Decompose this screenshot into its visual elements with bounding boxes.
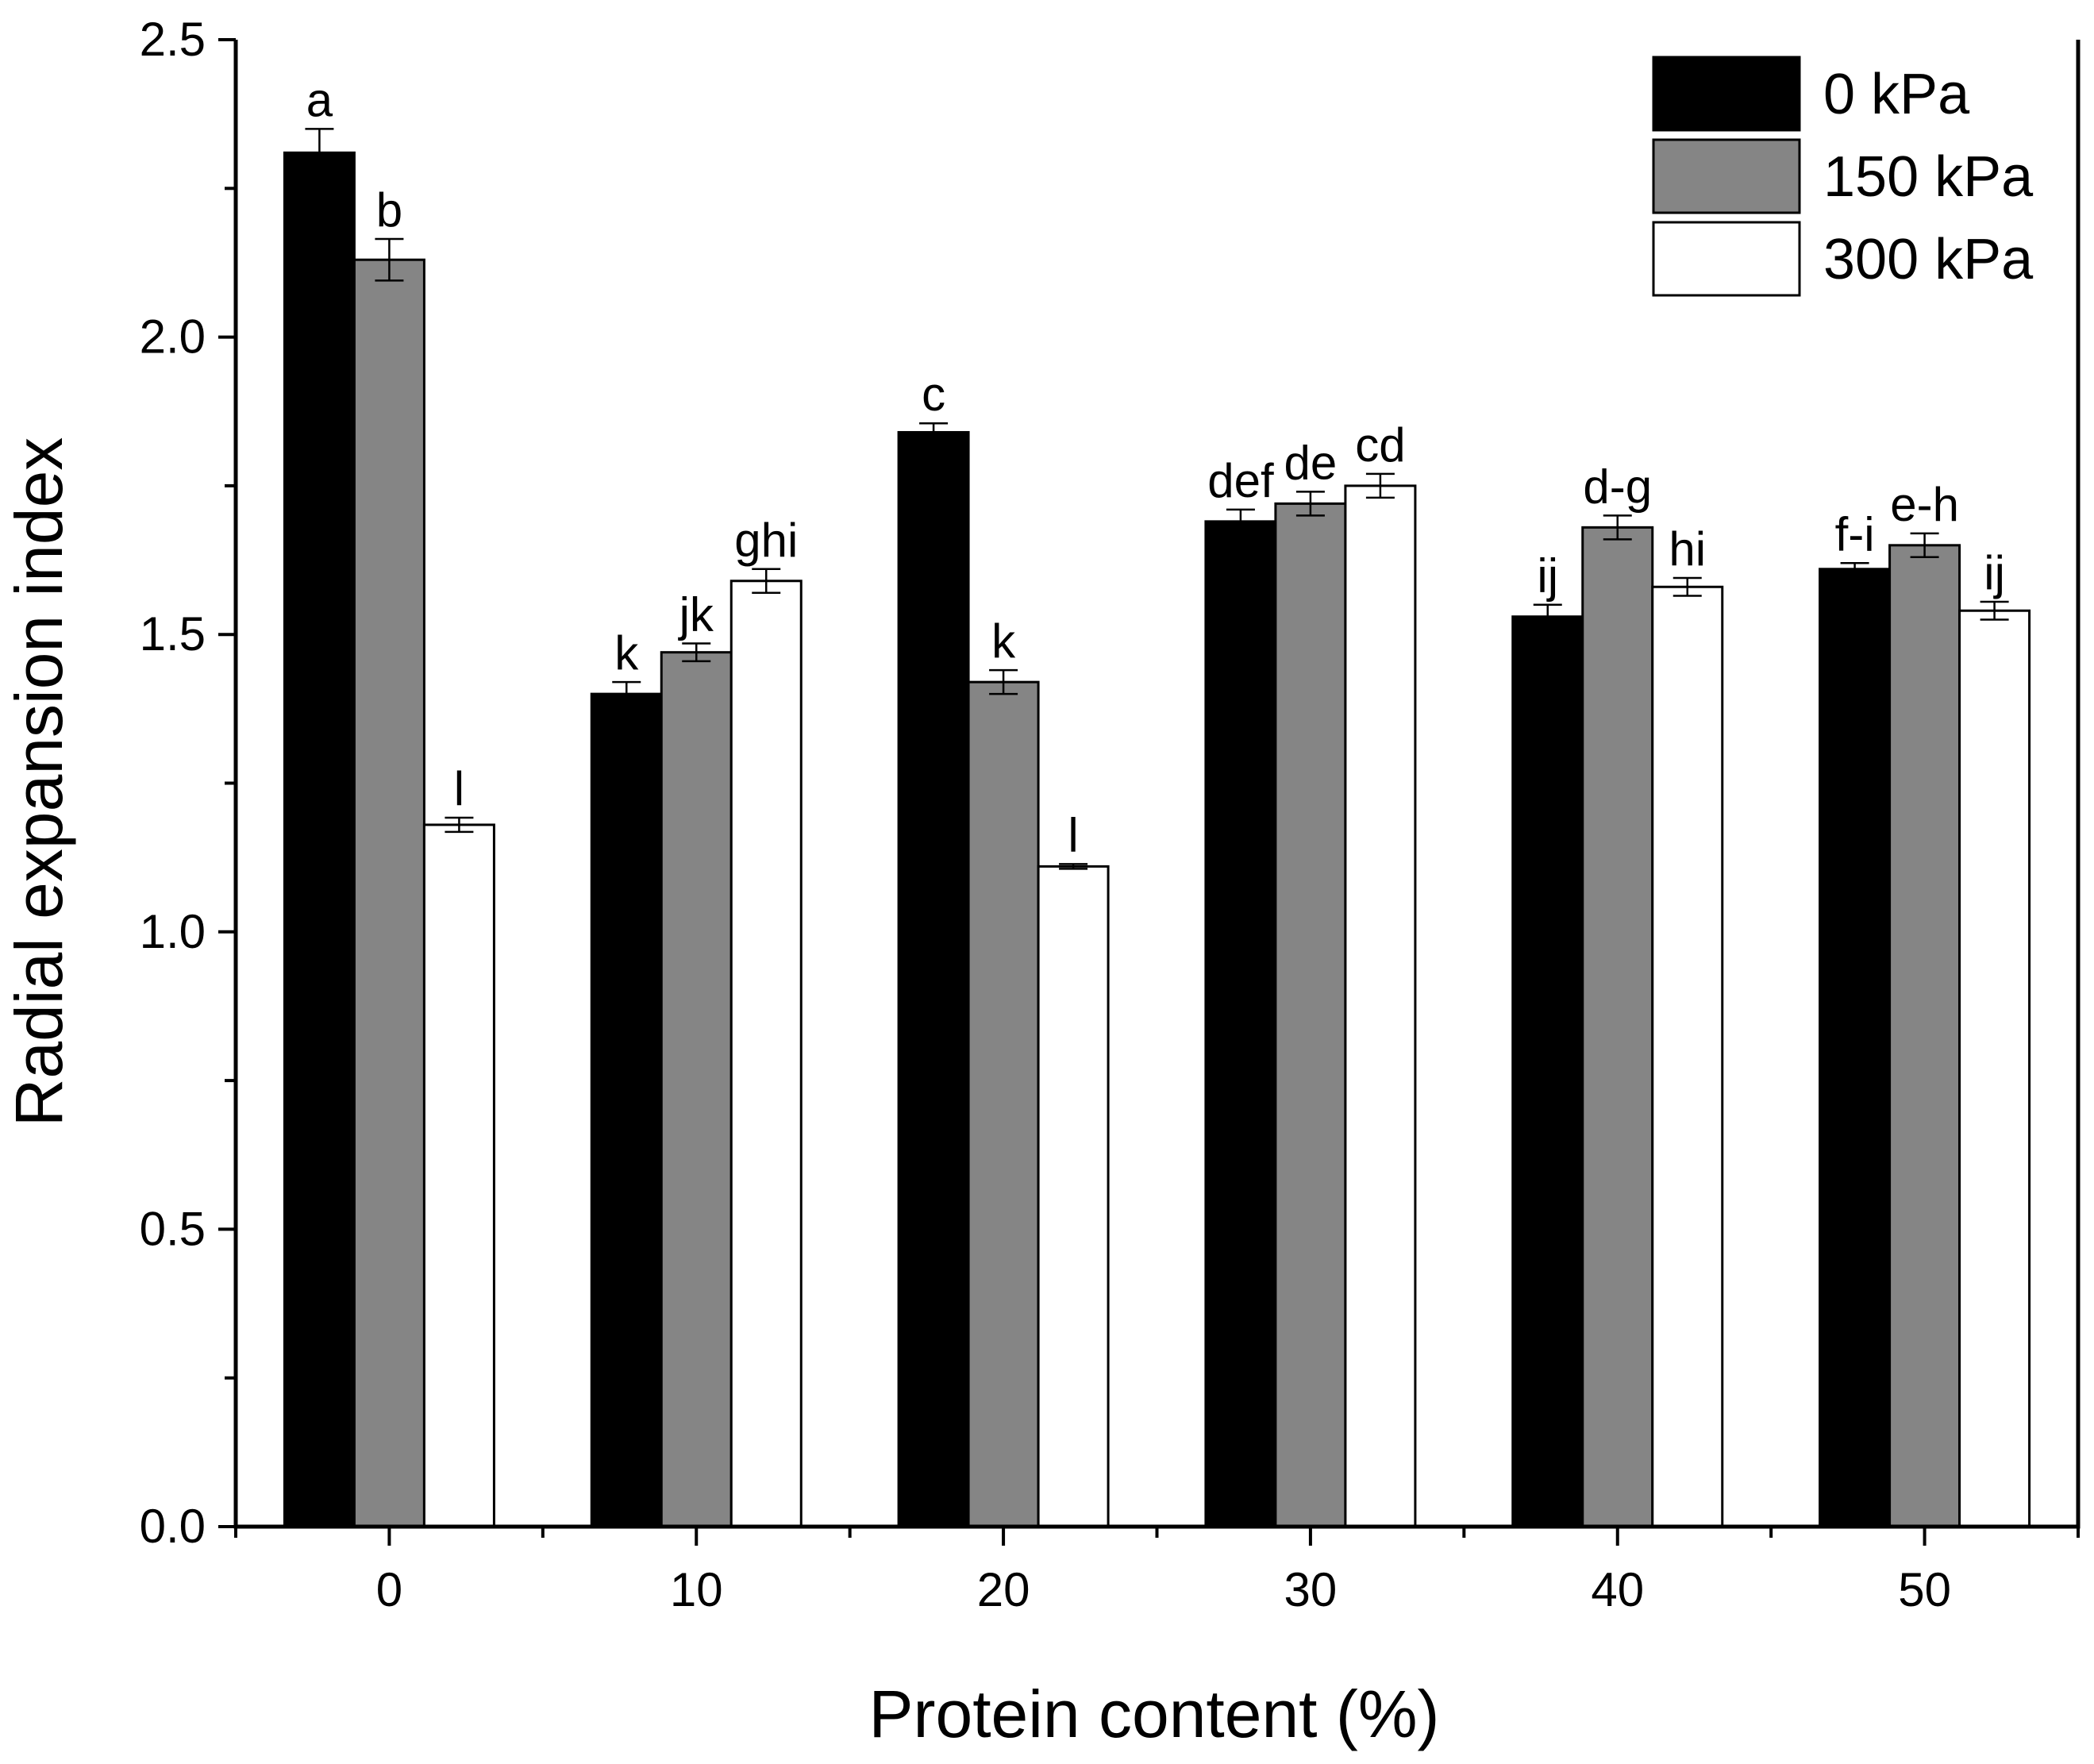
error-bar-150-kpa-10 <box>682 642 711 663</box>
bar-0-kpa-0 <box>283 151 356 1528</box>
significance-label: jk <box>678 587 714 641</box>
error-bar-300-kpa-30 <box>1365 472 1395 499</box>
legend-swatch <box>1652 56 1801 132</box>
axes-frame <box>233 40 2081 1529</box>
error-bar-0-kpa-40 <box>1533 603 1562 630</box>
y-tick-label: 2.0 <box>140 310 206 364</box>
error-bar-300-kpa-20 <box>1059 863 1088 870</box>
bar-300-kpa-0 <box>422 823 495 1528</box>
legend-item-300-kpa: 300 kPa <box>1652 221 2034 297</box>
y-axis-title: Radial expansion index <box>2 437 76 1127</box>
significance-label: de <box>1284 436 1338 489</box>
y-tick-label: 0.5 <box>140 1202 206 1255</box>
bar-150-kpa-10 <box>660 651 733 1528</box>
legend-swatch <box>1652 221 1801 297</box>
bar-300-kpa-50 <box>1958 609 2031 1528</box>
significance-label: c <box>922 368 945 421</box>
significance-label: l <box>454 762 464 815</box>
error-bar-150-kpa-30 <box>1295 491 1325 517</box>
legend-label: 300 kPa <box>1823 228 2034 291</box>
error-bar-300-kpa-10 <box>752 568 781 595</box>
x-axis-title: Protein content (%) <box>868 1677 1439 1751</box>
legend: 0 kPa 150 kPa 300 kPa <box>1652 56 2034 297</box>
x-tick-label: 0 <box>376 1563 402 1616</box>
significance-label: l <box>1068 808 1078 861</box>
error-bar-0-kpa-20 <box>919 422 949 442</box>
bar-300-kpa-20 <box>1037 865 1110 1528</box>
legend-label: 150 kPa <box>1823 145 2034 209</box>
y-tick-label: 1.0 <box>140 905 206 958</box>
error-bar-0-kpa-50 <box>1840 562 1869 576</box>
x-tick-label: 20 <box>977 1563 1030 1616</box>
bar-300-kpa-30 <box>1344 484 1417 1528</box>
bar-0-kpa-20 <box>897 430 970 1528</box>
significance-label: cd <box>1355 418 1405 472</box>
x-tick-label: 10 <box>670 1563 723 1616</box>
error-bar-150-kpa-20 <box>989 668 1018 695</box>
legend-swatch <box>1652 138 1801 214</box>
x-tick-label: 50 <box>1898 1563 1951 1616</box>
significance-label: ij <box>1984 546 2005 599</box>
error-bar-300-kpa-50 <box>1980 600 2009 621</box>
significance-label: hi <box>1669 522 1706 576</box>
significance-label: b <box>376 183 402 237</box>
bar-150-kpa-20 <box>967 680 1040 1528</box>
bar-150-kpa-0 <box>352 258 425 1528</box>
significance-label: k <box>614 626 639 680</box>
legend-item-150-kpa: 150 kPa <box>1652 138 2034 214</box>
significance-label: ghi <box>734 514 798 567</box>
error-bar-300-kpa-40 <box>1673 576 1702 597</box>
bar-150-kpa-50 <box>1888 544 1961 1528</box>
bar-300-kpa-40 <box>1651 585 1724 1528</box>
bar-0-kpa-10 <box>590 692 663 1528</box>
error-bar-0-kpa-10 <box>612 680 641 707</box>
bar-0-kpa-40 <box>1511 615 1584 1528</box>
bar-0-kpa-30 <box>1204 520 1277 1528</box>
bar-150-kpa-30 <box>1274 502 1347 1528</box>
significance-label: d-g <box>1583 460 1652 513</box>
significance-label: def <box>1207 454 1274 507</box>
error-bar-300-kpa-0 <box>445 816 474 834</box>
y-tick-label: 1.5 <box>140 607 206 661</box>
error-bar-150-kpa-0 <box>375 237 404 282</box>
significance-label: f-i <box>1835 507 1875 560</box>
bar-0-kpa-50 <box>1819 568 1892 1528</box>
y-tick-label: 2.5 <box>140 13 206 66</box>
significance-label: e-h <box>1890 478 1959 531</box>
significance-label: a <box>306 73 333 126</box>
x-tick-label: 40 <box>1591 1563 1644 1616</box>
error-bar-0-kpa-0 <box>305 128 334 178</box>
error-bar-150-kpa-40 <box>1603 514 1632 541</box>
bar-150-kpa-40 <box>1581 526 1654 1528</box>
error-bar-0-kpa-30 <box>1226 508 1255 535</box>
legend-label: 0 kPa <box>1823 63 1970 126</box>
significance-label: k <box>991 614 1016 668</box>
significance-label: ij <box>1537 549 1558 603</box>
axes-layer: 0.0 0.5 1.0 1.5 2.0 2.5 0 10 20 30 40 50 <box>140 13 2081 1616</box>
bar-300-kpa-10 <box>729 580 803 1528</box>
x-tick-label: 30 <box>1284 1563 1338 1616</box>
y-tick-label: 0.0 <box>140 1500 206 1553</box>
bars-layer <box>283 151 2031 1528</box>
legend-item-0-kpa: 0 kPa <box>1652 56 1970 132</box>
error-bars-layer <box>305 128 2009 870</box>
error-bar-150-kpa-50 <box>1910 532 1939 559</box>
